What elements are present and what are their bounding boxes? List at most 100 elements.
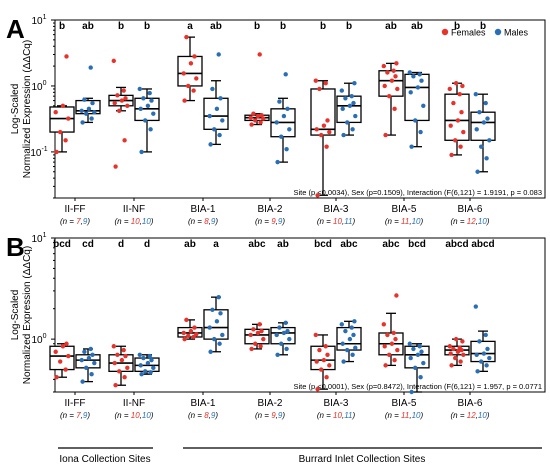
female-data-point	[314, 127, 319, 132]
female-data-point	[389, 78, 395, 83]
significance-letter: b	[346, 21, 352, 32]
male-data-point	[347, 336, 353, 342]
male-data-point	[82, 349, 87, 354]
female-data-point	[249, 346, 254, 352]
female-data-point	[123, 96, 128, 101]
panel-letter: A	[6, 14, 25, 44]
male-data-point	[475, 369, 480, 374]
male-data-point	[407, 70, 412, 75]
male-data-point	[141, 96, 146, 101]
iqr-box	[49, 345, 75, 371]
sample-size-label: (n = 8,9)	[188, 217, 218, 226]
sample-size-label: (n = 10,11)	[317, 217, 356, 226]
significance-letter: ab	[210, 21, 222, 32]
female-data-point	[261, 336, 266, 342]
male-data-point	[147, 353, 152, 359]
male-data-point	[341, 359, 346, 364]
female-data-point	[184, 317, 189, 323]
female-data-point	[389, 341, 395, 346]
significance-letter: a	[213, 239, 219, 250]
male-data-point	[485, 116, 490, 121]
female-data-point	[315, 386, 320, 392]
male-data-point	[92, 109, 97, 115]
male-data-point	[137, 86, 142, 92]
category-bia-5: BIA-5 (n = 11,10) abc bcd	[378, 239, 430, 420]
male-data-point	[207, 325, 212, 330]
sample-size-label: (n = 11,10)	[385, 411, 424, 420]
x-tick-label: II-NF	[123, 398, 145, 409]
female-box: abc	[244, 239, 270, 352]
category-bia-2: BIA-2 (n = 9,9) b b	[244, 21, 296, 226]
y-axis-label: Normalized Expression (ΔΔCq)	[22, 246, 33, 384]
significance-letter: b	[254, 21, 260, 32]
male-data-point	[479, 144, 484, 149]
female-data-point	[66, 116, 71, 121]
female-data-point	[324, 375, 329, 380]
significance-letter: ab	[277, 239, 289, 250]
male-data-point	[349, 93, 354, 99]
female-data-point	[249, 122, 254, 127]
iqr-box	[270, 326, 296, 345]
stats-text: Site (p <0.0001), Sex (p=0.8472), Intera…	[294, 382, 543, 391]
male-data-point	[210, 86, 215, 92]
female-data-point	[64, 54, 69, 59]
male-data-point	[143, 118, 148, 123]
female-data-point	[53, 349, 58, 354]
significance-letter: abc	[340, 239, 358, 250]
category-ii-nf: II-NF (n = 10,10) d d	[108, 239, 160, 420]
male-data-point	[408, 355, 413, 361]
female-data-point	[257, 322, 262, 327]
male-data-point	[415, 85, 421, 90]
male-data-point	[149, 98, 154, 103]
female-data-point	[383, 132, 388, 138]
male-data-point	[345, 347, 350, 353]
female-data-point	[248, 115, 253, 120]
male-data-point	[207, 113, 212, 119]
female-data-point	[327, 363, 332, 368]
male-data-point	[212, 127, 217, 132]
male-data-point	[474, 352, 479, 357]
male-data-point	[419, 78, 424, 83]
female-data-point	[186, 83, 191, 89]
male-data-point	[274, 332, 279, 338]
female-data-point	[459, 109, 464, 115]
female-data-point	[391, 330, 396, 336]
y-tick-label: 10-1	[30, 146, 47, 159]
female-data-point	[325, 352, 330, 357]
female-data-point	[447, 344, 452, 349]
female-data-point	[457, 91, 462, 97]
significance-letter: bcd	[53, 239, 71, 250]
y-axis-label: Log-Scaled	[10, 290, 21, 341]
female-data-point	[313, 332, 318, 338]
female-data-point	[255, 330, 261, 336]
male-data-point	[86, 106, 92, 112]
significance-letter: abc	[248, 239, 266, 250]
male-data-point	[408, 90, 413, 95]
significance-letter: b	[280, 21, 286, 32]
female-data-point	[188, 61, 194, 66]
female-data-point	[192, 325, 197, 330]
male-data-point	[352, 81, 357, 86]
female-data-point	[182, 336, 187, 342]
male-data-point	[138, 363, 143, 368]
significance-letter: bcd	[408, 239, 426, 250]
male-box: a	[203, 239, 229, 354]
sample-size-label: (n = 9,9)	[255, 411, 285, 420]
female-data-point	[117, 369, 122, 374]
male-data-point	[409, 144, 414, 149]
female-data-point	[447, 86, 452, 92]
female-data-point	[381, 63, 386, 69]
female-data-point	[258, 120, 263, 125]
male-data-point	[351, 332, 356, 338]
male-data-point	[143, 369, 148, 374]
male-box: ab	[270, 239, 296, 357]
significance-letter: b	[118, 21, 124, 32]
category-bia-3: BIA-3 (n = 10,11) b b	[310, 21, 362, 226]
male-data-point	[139, 149, 144, 155]
male-data-point	[418, 375, 423, 380]
female-data-point	[58, 359, 63, 364]
female-data-point	[392, 357, 397, 363]
female-data-point	[385, 70, 390, 75]
